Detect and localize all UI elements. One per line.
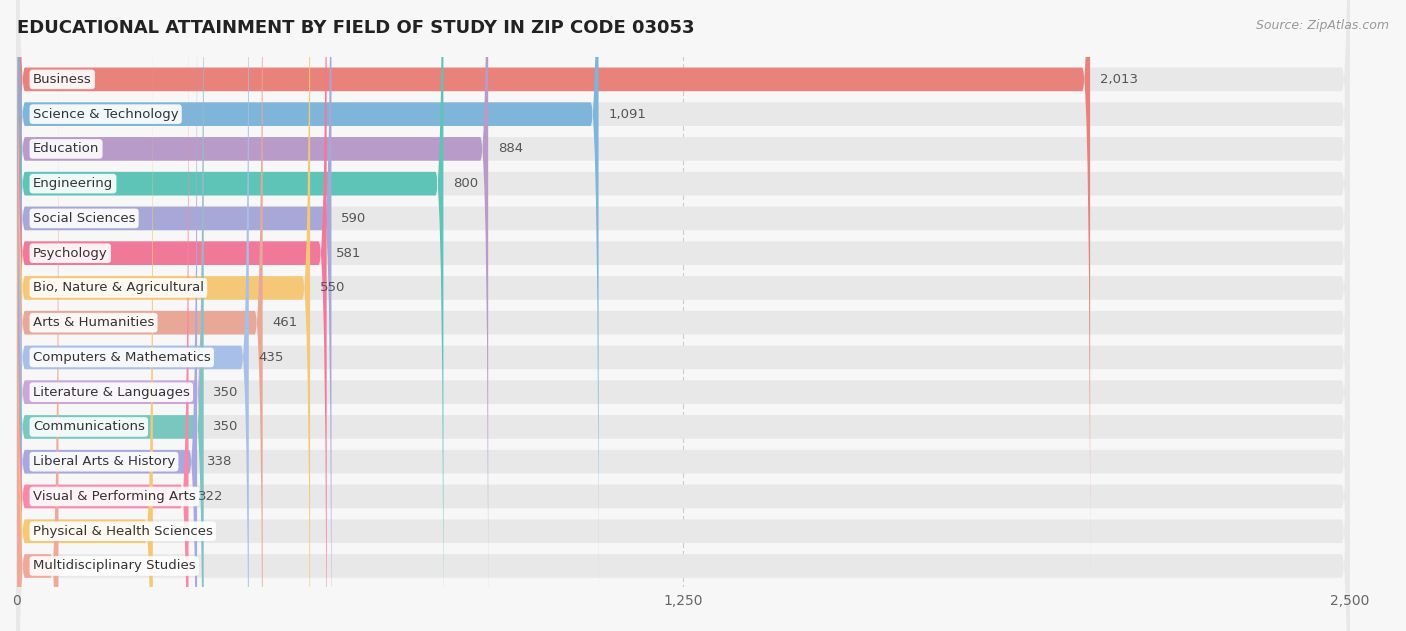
Text: Social Sciences: Social Sciences: [32, 212, 135, 225]
FancyBboxPatch shape: [17, 0, 1350, 631]
FancyBboxPatch shape: [17, 0, 1350, 631]
Text: Bio, Nature & Agricultural: Bio, Nature & Agricultural: [32, 281, 204, 295]
Text: 350: 350: [214, 420, 239, 433]
Text: 550: 550: [319, 281, 344, 295]
FancyBboxPatch shape: [17, 0, 443, 631]
FancyBboxPatch shape: [17, 56, 1350, 631]
Text: 322: 322: [198, 490, 224, 503]
FancyBboxPatch shape: [17, 0, 204, 631]
FancyBboxPatch shape: [17, 0, 1090, 589]
Text: EDUCATIONAL ATTAINMENT BY FIELD OF STUDY IN ZIP CODE 03053: EDUCATIONAL ATTAINMENT BY FIELD OF STUDY…: [17, 19, 695, 37]
FancyBboxPatch shape: [17, 0, 1350, 631]
FancyBboxPatch shape: [17, 0, 326, 631]
Text: Physical & Health Sciences: Physical & Health Sciences: [32, 525, 212, 538]
Text: 2,013: 2,013: [1099, 73, 1137, 86]
Text: 581: 581: [336, 247, 361, 260]
FancyBboxPatch shape: [17, 0, 1350, 631]
Text: Psychology: Psychology: [32, 247, 108, 260]
Text: 461: 461: [273, 316, 298, 329]
Text: Arts & Humanities: Arts & Humanities: [32, 316, 155, 329]
Text: 435: 435: [259, 351, 284, 364]
FancyBboxPatch shape: [17, 56, 59, 631]
FancyBboxPatch shape: [17, 0, 599, 623]
FancyBboxPatch shape: [17, 0, 1350, 631]
Text: 1,091: 1,091: [609, 108, 645, 121]
FancyBboxPatch shape: [17, 0, 488, 631]
Text: Multidisciplinary Studies: Multidisciplinary Studies: [32, 560, 195, 572]
Text: Literature & Languages: Literature & Languages: [32, 386, 190, 399]
FancyBboxPatch shape: [17, 0, 263, 631]
Text: Visual & Performing Arts: Visual & Performing Arts: [32, 490, 195, 503]
FancyBboxPatch shape: [17, 0, 1350, 631]
Text: 590: 590: [342, 212, 367, 225]
Text: 800: 800: [453, 177, 478, 190]
FancyBboxPatch shape: [17, 0, 1350, 623]
Text: 884: 884: [498, 143, 523, 155]
Text: Engineering: Engineering: [32, 177, 112, 190]
FancyBboxPatch shape: [17, 0, 311, 631]
Text: 350: 350: [214, 386, 239, 399]
FancyBboxPatch shape: [17, 21, 1350, 631]
FancyBboxPatch shape: [17, 0, 332, 631]
Text: Communications: Communications: [32, 420, 145, 433]
Text: Source: ZipAtlas.com: Source: ZipAtlas.com: [1256, 19, 1389, 32]
Text: 255: 255: [163, 525, 188, 538]
FancyBboxPatch shape: [17, 0, 249, 631]
FancyBboxPatch shape: [17, 0, 1350, 631]
FancyBboxPatch shape: [17, 0, 1350, 631]
Text: 338: 338: [207, 455, 232, 468]
FancyBboxPatch shape: [17, 0, 1350, 631]
FancyBboxPatch shape: [17, 0, 197, 631]
Text: Computers & Mathematics: Computers & Mathematics: [32, 351, 211, 364]
FancyBboxPatch shape: [17, 0, 1350, 631]
Text: Business: Business: [32, 73, 91, 86]
FancyBboxPatch shape: [17, 0, 188, 631]
FancyBboxPatch shape: [17, 0, 1350, 589]
Text: 78: 78: [67, 560, 84, 572]
Text: Science & Technology: Science & Technology: [32, 108, 179, 121]
FancyBboxPatch shape: [17, 0, 1350, 631]
Text: Education: Education: [32, 143, 100, 155]
FancyBboxPatch shape: [17, 21, 153, 631]
Text: Liberal Arts & History: Liberal Arts & History: [32, 455, 176, 468]
FancyBboxPatch shape: [17, 0, 204, 631]
